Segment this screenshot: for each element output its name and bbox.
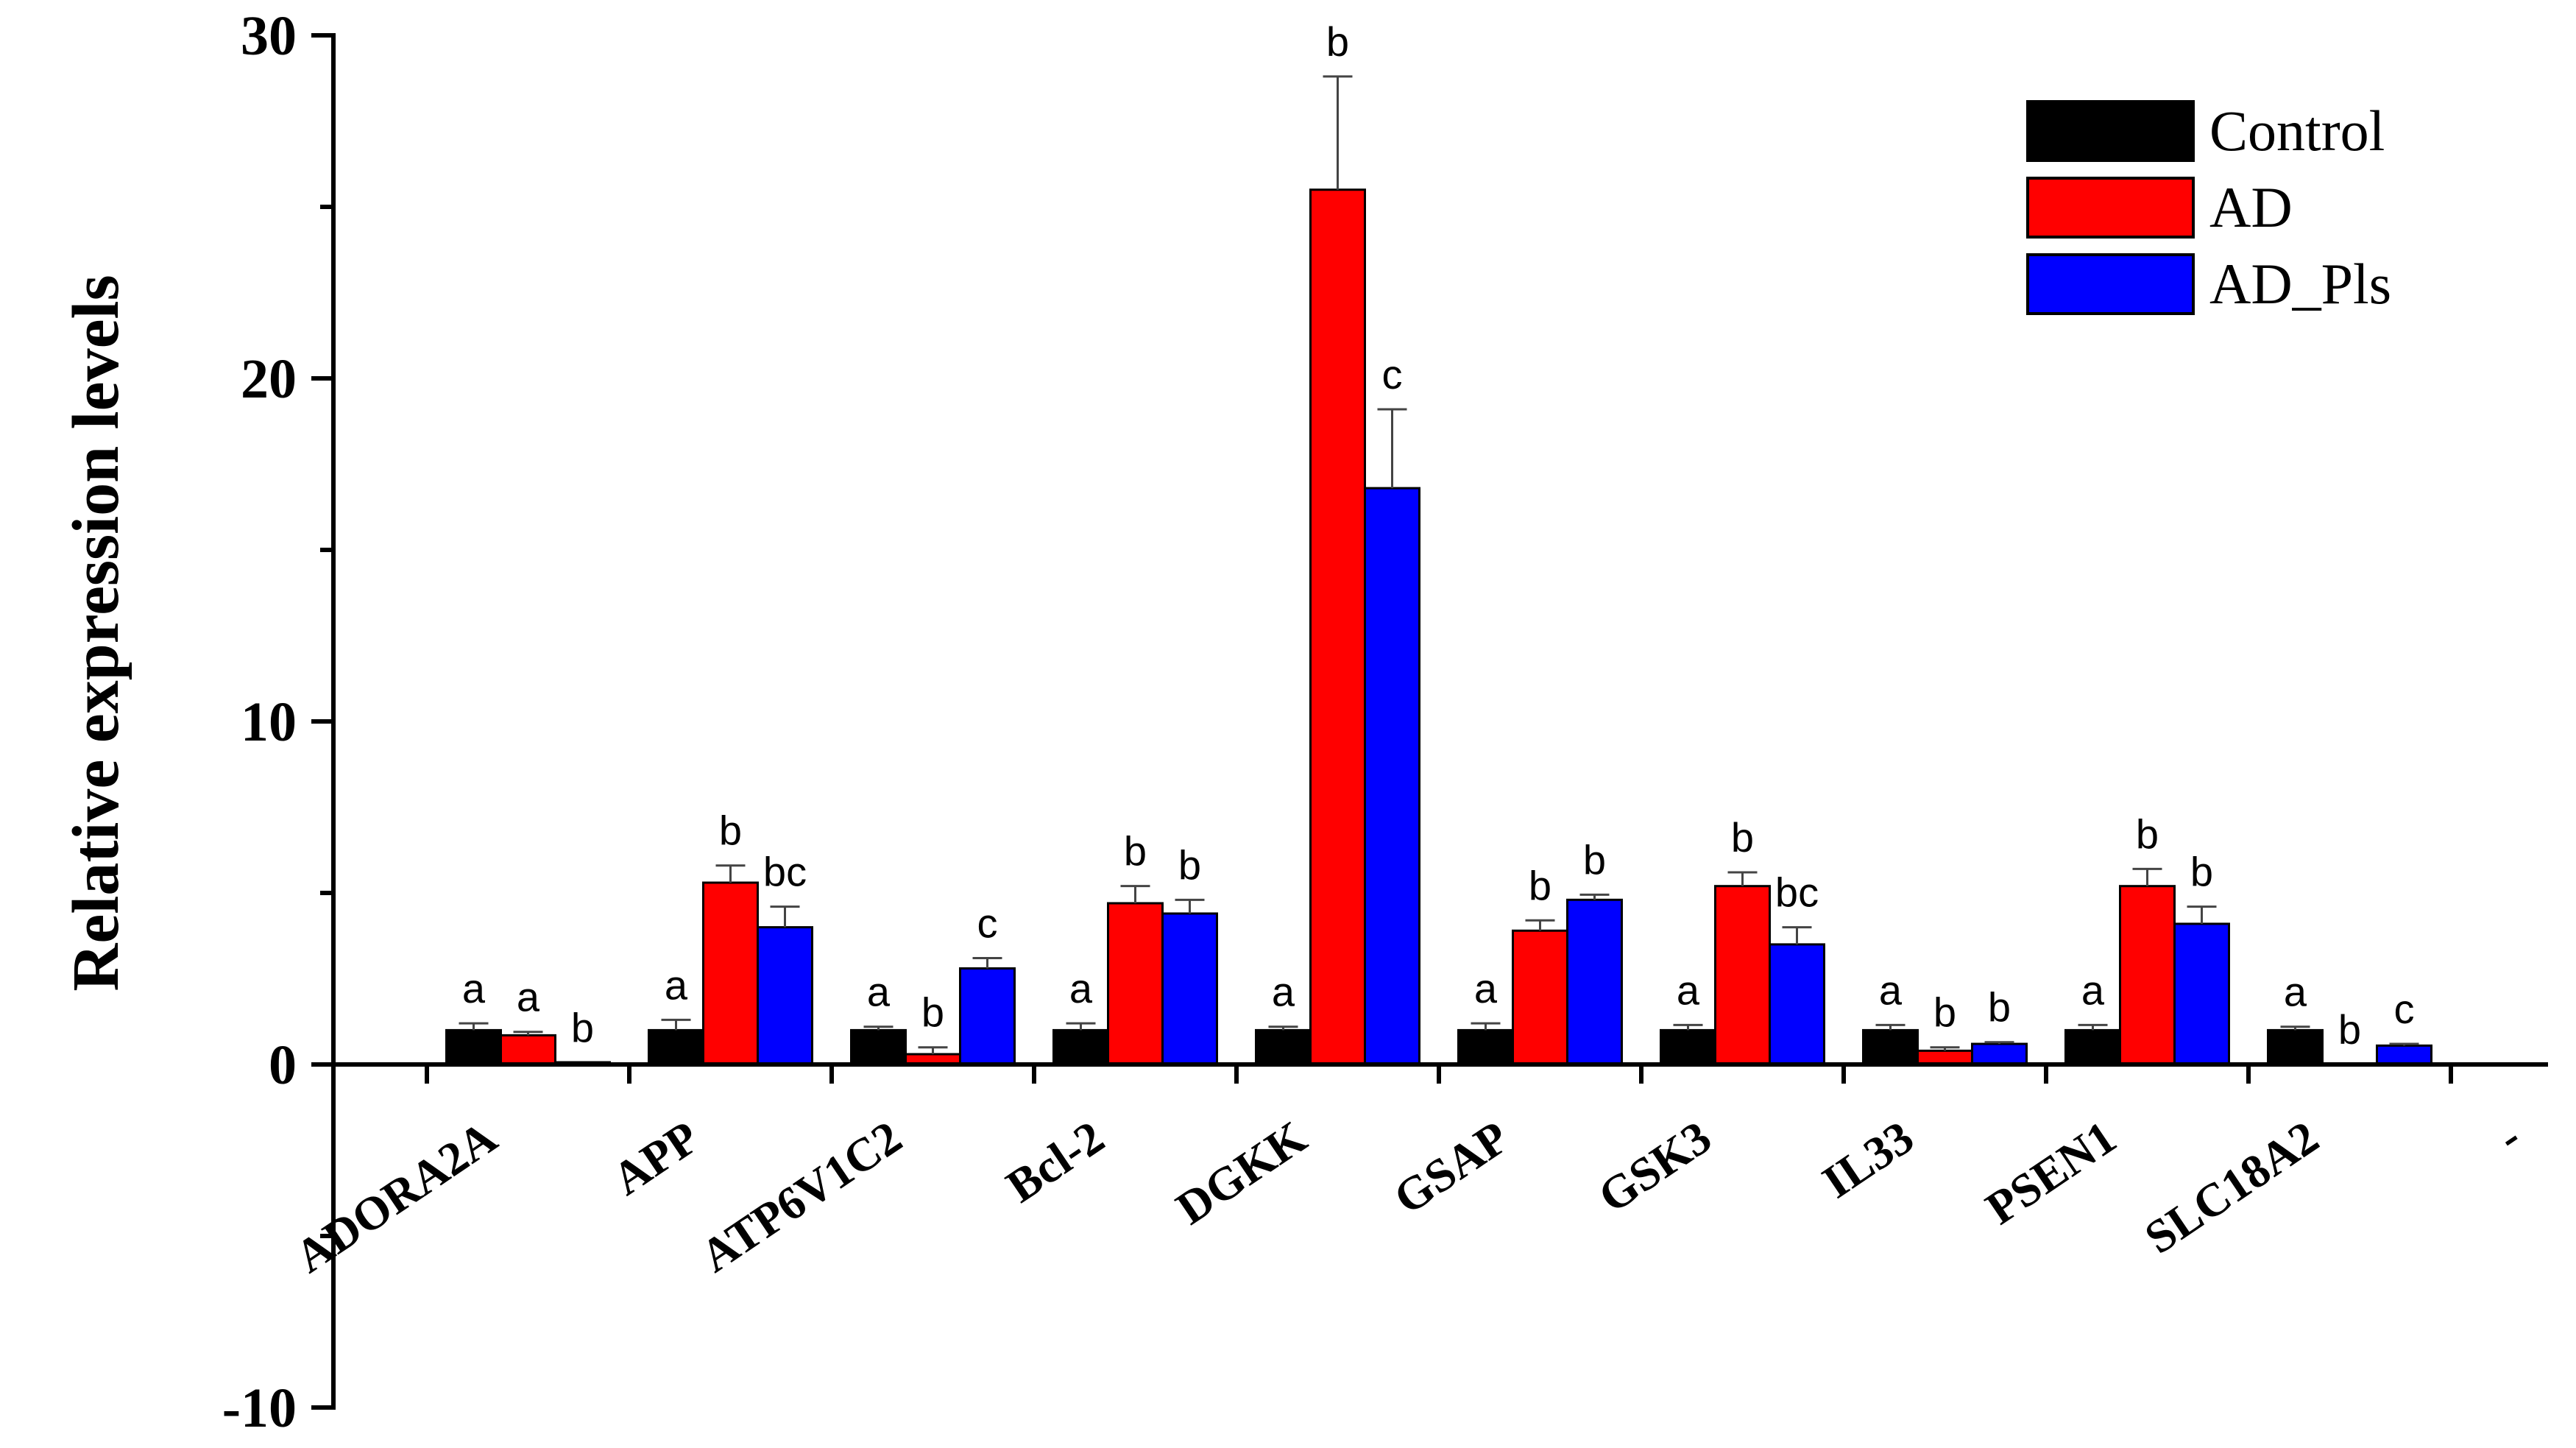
bar-control <box>850 1028 907 1066</box>
significance-letter: b <box>1933 989 1956 1036</box>
y-tick-label: 10 <box>241 691 297 753</box>
bar-ad_pls <box>1971 1042 2028 1066</box>
bar-ad_pls <box>2173 922 2230 1066</box>
y-axis-title: Relative expression levels <box>60 275 132 991</box>
x-tick-label: ATP6V1C2 <box>691 1111 910 1282</box>
significance-letter: b <box>2338 1006 2361 1053</box>
y-tick-label: -10 <box>222 1377 297 1439</box>
significance-letter: b <box>1988 984 2011 1031</box>
significance-letter: b <box>2136 810 2159 857</box>
significance-letter: bc <box>1775 869 1819 916</box>
significance-letter: a <box>2081 967 2105 1013</box>
significance-letter: b <box>719 808 742 854</box>
significance-letter: b <box>1583 836 1606 883</box>
bar-control <box>445 1028 502 1066</box>
legend-label: AD_Pls <box>2209 252 2391 316</box>
x-tick-label: GSAP <box>1384 1111 1518 1224</box>
significance-letter: a <box>1069 965 1093 1011</box>
y-tick-label: 20 <box>241 348 297 410</box>
bar-control <box>2064 1028 2121 1066</box>
bar-ad <box>1512 929 1568 1066</box>
significance-letter: a <box>1272 969 1295 1015</box>
bar-ad_pls <box>1161 912 1218 1066</box>
significance-letter: a <box>867 969 891 1015</box>
bar-ad <box>1714 885 1771 1066</box>
x-tick-label: Bcl-2 <box>997 1111 1114 1212</box>
significance-letter: b <box>1731 814 1754 861</box>
bar-control <box>1052 1028 1109 1066</box>
legend-swatch-control <box>2026 100 2195 162</box>
bar-control <box>1862 1028 1919 1066</box>
x-tick-label: PSEN1 <box>1976 1111 2125 1235</box>
bar-ad <box>2119 885 2176 1066</box>
bar-ad_pls <box>959 967 1016 1066</box>
bar-control <box>648 1028 704 1066</box>
significance-letter: b <box>2190 849 2213 895</box>
x-tick-label: GSK3 <box>1589 1111 1720 1223</box>
legend: Control AD AD_Pls <box>2026 99 2391 316</box>
significance-letter: a <box>1677 967 1700 1013</box>
bar-ad_pls <box>1364 487 1420 1066</box>
significance-letter: a <box>517 974 540 1020</box>
y-tick-label: 30 <box>241 5 297 67</box>
bar-ad_pls <box>1566 898 1623 1066</box>
bar-ad_pls <box>2376 1044 2432 1066</box>
x-tick-label: IL33 <box>1814 1111 1923 1208</box>
significance-letter: a <box>1879 967 1903 1013</box>
x-tick-label: ADORA2A <box>286 1111 506 1283</box>
x-tick-label: DGKK <box>1167 1111 1315 1235</box>
significance-letter: b <box>1529 862 1551 908</box>
significance-letter: b <box>921 989 944 1036</box>
y-ticks-group: -10 0 10 20 30 <box>222 5 333 1439</box>
significance-letter: a <box>1474 965 1498 1011</box>
significance-letter: c <box>2394 986 2415 1032</box>
bar-ad <box>500 1034 556 1066</box>
legend-swatch-ad <box>2026 177 2195 239</box>
legend-label: AD <box>2209 175 2293 239</box>
bar-ad <box>1309 188 1366 1066</box>
bar-ad_pls <box>757 926 813 1066</box>
bar-ad <box>1107 902 1164 1066</box>
significance-letter: bc <box>763 849 807 895</box>
bars-group <box>445 188 2432 1066</box>
legend-label: Control <box>2209 99 2385 163</box>
significance-letter: a <box>2284 969 2307 1015</box>
y-tick-label: 0 <box>269 1034 297 1096</box>
significance-letter: b <box>571 1005 594 1051</box>
significance-letter: c <box>1382 351 1403 398</box>
significance-letter: b <box>1326 18 1349 65</box>
significance-letter: b <box>1124 828 1147 875</box>
legend-swatch-ad_pls <box>2026 253 2195 315</box>
significance-letter: b <box>1178 841 1201 888</box>
x-tick-label: SLC18A2 <box>2136 1111 2328 1264</box>
significance-letter: a <box>665 961 688 1008</box>
x-tick-label: APP <box>603 1111 708 1205</box>
bar-control <box>1255 1028 1312 1066</box>
bar-control <box>2267 1028 2324 1066</box>
error-bars-group <box>459 75 2419 1055</box>
bar-control <box>1457 1028 1514 1066</box>
x-tick-label-extra: - <box>2488 1111 2530 1163</box>
significance-letter: c <box>977 900 998 947</box>
bar-ad <box>702 881 759 1066</box>
bar-control <box>1660 1028 1716 1066</box>
significance-letter: a <box>462 965 486 1011</box>
bar-ad_pls <box>1769 943 1825 1066</box>
